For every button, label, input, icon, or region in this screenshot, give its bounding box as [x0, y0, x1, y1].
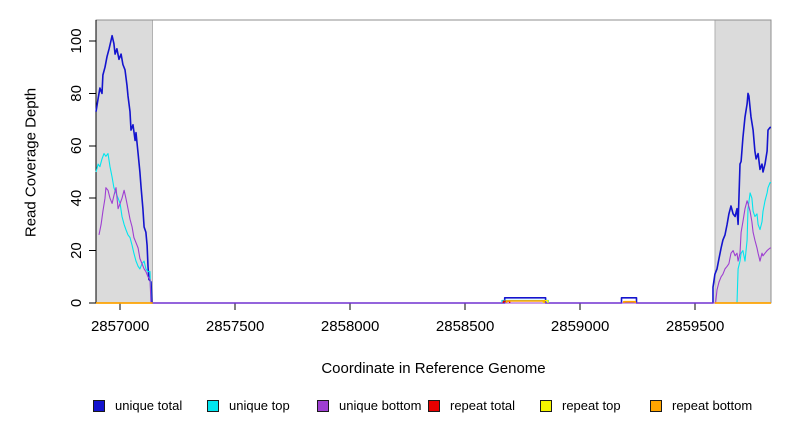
series-unique-bottom-line: [98, 187, 771, 304]
legend-item-repeat-top: repeat top: [540, 398, 621, 414]
x-axis-label: Coordinate in Reference Genome: [321, 360, 546, 377]
legend: unique total unique top unique bottom repea…: [0, 398, 792, 416]
legend-item-unique-total: unique total: [93, 398, 182, 414]
series-repeat-bottom-line: [622, 300, 637, 303]
x-tick-label: 2859000: [551, 318, 609, 335]
y-tick-label: 80: [68, 85, 85, 102]
y-tick-label: 100: [68, 28, 85, 53]
series-repeat-bottom-line: [505, 300, 546, 303]
legend-label: repeat top: [562, 398, 621, 413]
y-tick-label: 60: [68, 137, 85, 154]
legend-swatch-icon: [207, 400, 219, 412]
legend-label: repeat bottom: [672, 398, 753, 413]
left-repeat-region: [95, 19, 154, 304]
legend-label: repeat total: [450, 398, 516, 413]
legend-swatch-icon: [93, 400, 105, 412]
y-tick-label: 20: [68, 242, 85, 259]
legend-swatch-icon: [650, 400, 662, 412]
x-tick-label: 2858000: [321, 318, 379, 335]
legend-item-repeat-total: repeat total: [428, 398, 515, 414]
right-repeat-region: [714, 19, 772, 304]
legend-label: unique total: [115, 398, 183, 413]
legend-swatch-icon: [540, 400, 552, 412]
x-tick-label: 2857500: [206, 318, 264, 335]
legend-swatch-icon: [317, 400, 329, 412]
y-tick-label: 40: [68, 190, 85, 207]
legend-label: unique top: [229, 398, 290, 413]
y-tick-label: 0: [68, 299, 85, 307]
legend-item-repeat-bottom: repeat bottom: [650, 398, 752, 414]
y-axis-label: Read Coverage Depth: [22, 87, 40, 238]
legend-swatch-icon: [428, 400, 440, 412]
series-unique-top-line: [95, 153, 771, 304]
series-repeat-top-line: [542, 299, 549, 303]
x-tick-label: 2858500: [436, 318, 494, 335]
legend-label: unique bottom: [339, 398, 422, 413]
x-tick-label: 2857000: [91, 318, 149, 335]
series-unique-total-line: [95, 34, 771, 304]
x-tick-label: 2859500: [666, 318, 724, 335]
legend-item-unique-bottom: unique bottom: [317, 398, 421, 414]
legend-item-unique-top: unique top: [207, 398, 290, 414]
plot-box-border: [96, 19, 772, 303]
